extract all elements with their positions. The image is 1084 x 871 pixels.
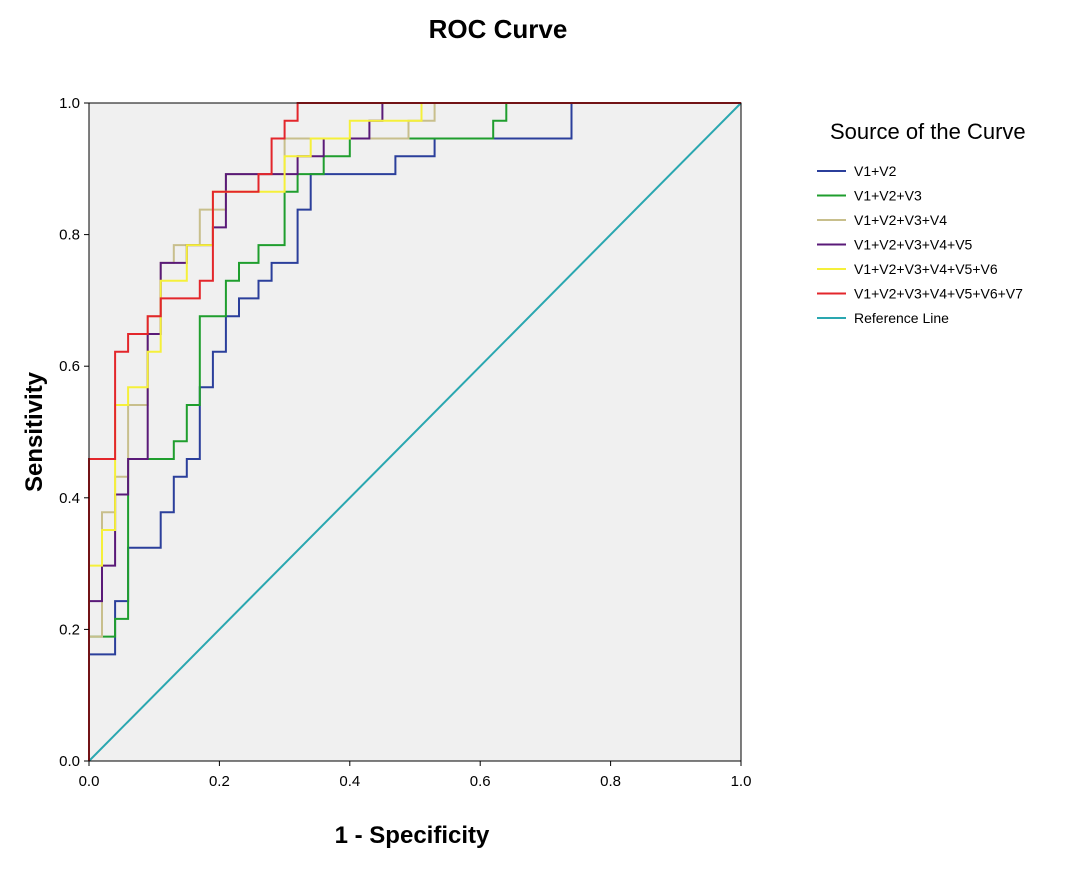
y-tick-label: 1.0 — [59, 95, 80, 112]
legend-label: V1+V2+V3+V4+V5 — [854, 237, 973, 253]
legend-label: V1+V2+V3+V4+V5+V6 — [854, 261, 998, 277]
series-reference-line-line — [88, 102, 742, 762]
y-tick-label: 0.0 — [59, 753, 80, 770]
x-axis-title: 1 - Specificity — [335, 822, 490, 849]
legend: Source of the Curve V1+V2 V1+V2+V3 V1+V2+V… — [817, 119, 1026, 326]
legend-label: V1+V2+V3 — [854, 188, 922, 204]
x-tick-label: 0.6 — [470, 773, 491, 790]
x-tick-label: 0.8 — [600, 773, 621, 790]
y-tick-label: 0.6 — [59, 358, 80, 375]
legend-title: Source of the Curve — [830, 119, 1026, 144]
y-tick-label: 0.2 — [59, 621, 80, 638]
x-tick-label: 1.0 — [731, 773, 752, 790]
y-axis-title: Sensitivity — [21, 371, 48, 492]
x-tick-label: 0.2 — [209, 773, 230, 790]
legend-items: V1+V2 V1+V2+V3 V1+V2+V3+V4 V1+V2+V3+V4+V5 V1… — [817, 163, 1023, 326]
series-v1-v2-v3-v4-v5-v6-v7-line — [88, 102, 741, 761]
x-tick-label: 0.4 — [339, 773, 360, 790]
axes-layer: 0.0 0.2 0.4 0.6 0.8 1.0 0.0 0.2 0.4 0.6 0.8 1.0 — [59, 95, 751, 790]
chart-title: ROC Curve — [429, 14, 568, 44]
y-tick-label: 0.4 — [59, 490, 80, 507]
plot-frame — [88, 102, 742, 762]
legend-label: V1+V2+V3+V4+V5+V6+V7 — [854, 286, 1023, 302]
series-v1-v2-v3-v4-v5-v6-line — [88, 102, 741, 761]
legend-label: Reference Line — [854, 310, 949, 326]
x-tick-label: 0.0 — [79, 773, 100, 790]
y-tick-label: 0.8 — [59, 227, 80, 244]
series-layer — [88, 102, 742, 762]
legend-label: V1+V2+V3+V4 — [854, 212, 947, 228]
series-v1-v2-line — [88, 102, 741, 761]
legend-label: V1+V2 — [854, 163, 897, 179]
